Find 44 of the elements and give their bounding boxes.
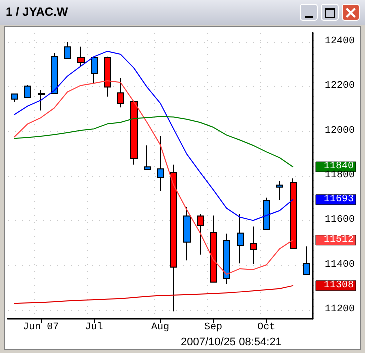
y-tick-label: 11600 xyxy=(325,215,356,226)
line-series xyxy=(14,51,294,222)
text: 11512 xyxy=(324,234,354,246)
text: 2007/10/25 08:54:21 xyxy=(181,336,282,348)
x-tick-label: Oct xyxy=(258,322,276,334)
candlestick xyxy=(104,56,111,98)
candlestick xyxy=(38,89,45,112)
y-tick-label: 12400 xyxy=(325,36,356,48)
candlestick xyxy=(157,136,164,192)
candlestick xyxy=(276,180,283,201)
text: 11308 xyxy=(324,280,354,292)
y-tick-label: 11200 xyxy=(325,304,356,316)
chart-title: 1 / JYAC.W xyxy=(6,5,68,19)
x-tick-label: Aug xyxy=(151,322,170,334)
candlestick xyxy=(197,213,204,256)
line-series xyxy=(14,285,294,304)
candlestick xyxy=(24,85,31,99)
candlestick xyxy=(130,101,138,166)
candlestick xyxy=(210,215,217,283)
candlestick xyxy=(77,46,85,68)
candlestick xyxy=(303,246,310,276)
candlestick xyxy=(290,178,297,250)
candlestick xyxy=(64,41,71,59)
candlestick xyxy=(91,57,98,84)
line-series xyxy=(14,116,294,168)
candlestick xyxy=(223,233,230,285)
x-tick-label: Jun 07 xyxy=(23,322,60,334)
x-tick-label: Sep xyxy=(204,322,223,334)
candlestick xyxy=(51,53,58,95)
y-tick-label: 12000 xyxy=(325,126,356,137)
y-tick-label: 11400 xyxy=(325,260,356,271)
candlestick xyxy=(144,145,151,170)
candlestick xyxy=(263,197,270,230)
candlestick xyxy=(250,226,257,265)
candlestick xyxy=(170,164,177,312)
x-tick-label: Jul xyxy=(85,322,104,334)
candlestick xyxy=(183,207,191,262)
text: 11693 xyxy=(324,194,354,206)
line-series xyxy=(14,80,294,276)
y-tick-label: 12200 xyxy=(325,81,356,92)
candlestick xyxy=(237,214,244,264)
candlestick xyxy=(11,94,18,103)
y-tick-label: 11800 xyxy=(325,170,356,182)
candlestick xyxy=(117,78,124,108)
